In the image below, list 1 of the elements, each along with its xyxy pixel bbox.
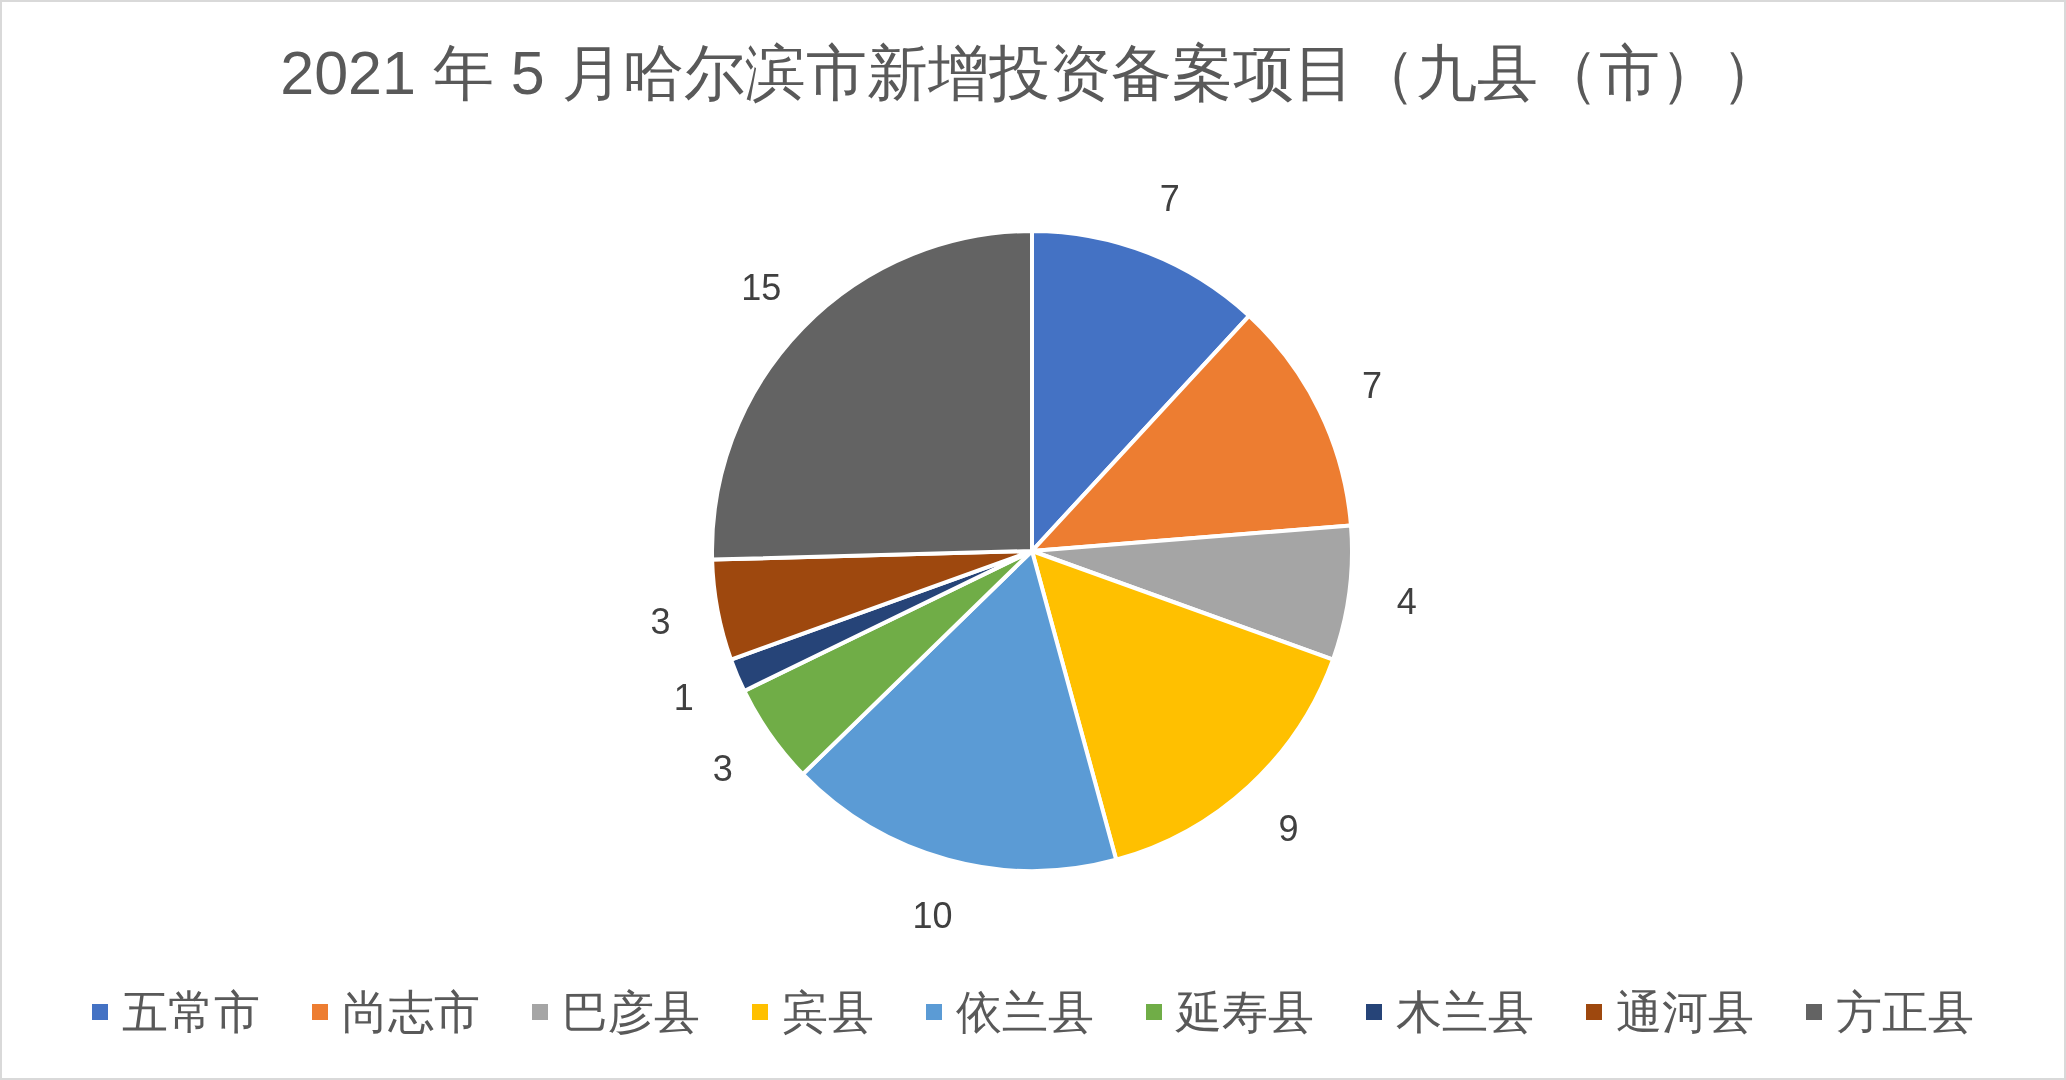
title: 2021 年 5 月哈尔滨市新增投资备案项目（九县（市）） — [280, 39, 1782, 107]
